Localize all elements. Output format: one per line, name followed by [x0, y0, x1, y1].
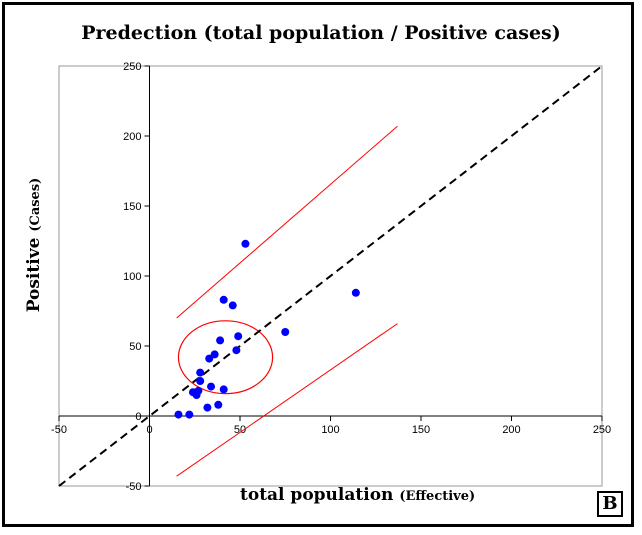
chart-title: Predection (total population / Positive … — [81, 22, 561, 44]
upper-prediction-line — [176, 125, 398, 319]
axes — [58, 65, 603, 487]
x-tick-label: 50 — [234, 424, 246, 436]
data-point — [194, 386, 203, 395]
data-points — [174, 239, 360, 419]
data-point — [219, 295, 228, 304]
y-axis-label-main: Positive — [24, 237, 44, 313]
data-point — [232, 346, 241, 355]
tick-labels: -50 0 50 100 150 200 250 -50 0 50 100 150 200 250 — [51, 61, 611, 493]
x-axis-label-main: total population — [240, 485, 394, 505]
y-tick-label: 50 — [129, 341, 141, 353]
y-tick-label: 100 — [123, 271, 141, 283]
confidence-bands — [176, 125, 398, 477]
y-axis-label: Positive (Cases) — [24, 178, 44, 313]
y-tick-label: 250 — [123, 61, 141, 73]
x-axis-label-sub: (Effective) — [399, 489, 476, 504]
x-tick-label: 200 — [502, 424, 520, 436]
y-tick-label: 0 — [135, 411, 141, 423]
data-point — [234, 332, 243, 341]
y-tick-label: -50 — [126, 481, 142, 493]
x-tick-label: 150 — [412, 424, 430, 436]
data-point — [214, 400, 223, 409]
highlight-circle — [177, 320, 274, 395]
x-axis-label: total population (Effective) — [240, 485, 475, 505]
data-point — [207, 382, 216, 391]
y-tick-label: 200 — [123, 131, 141, 143]
data-point — [196, 368, 205, 377]
y-axis-label-sub: (Cases) — [28, 177, 43, 232]
identity-dashed-line — [58, 65, 603, 487]
data-point — [185, 410, 194, 419]
data-point — [228, 301, 237, 310]
x-tick-label: 100 — [321, 424, 339, 436]
data-point — [216, 336, 225, 345]
x-tick-label: 250 — [593, 424, 611, 436]
data-point — [351, 288, 360, 297]
lower-prediction-line — [176, 323, 398, 477]
data-point — [196, 377, 205, 385]
data-point — [219, 385, 228, 394]
data-point — [241, 239, 250, 248]
x-tick-label: 0 — [146, 424, 152, 436]
y-tick-label: 150 — [123, 201, 141, 213]
data-point — [281, 328, 290, 336]
panel-label: B — [597, 491, 623, 517]
data-point — [203, 403, 212, 412]
data-point — [210, 350, 219, 359]
x-tick-label: -50 — [51, 424, 67, 436]
identity-line — [58, 65, 603, 487]
data-point — [205, 354, 214, 363]
data-point — [174, 410, 183, 419]
